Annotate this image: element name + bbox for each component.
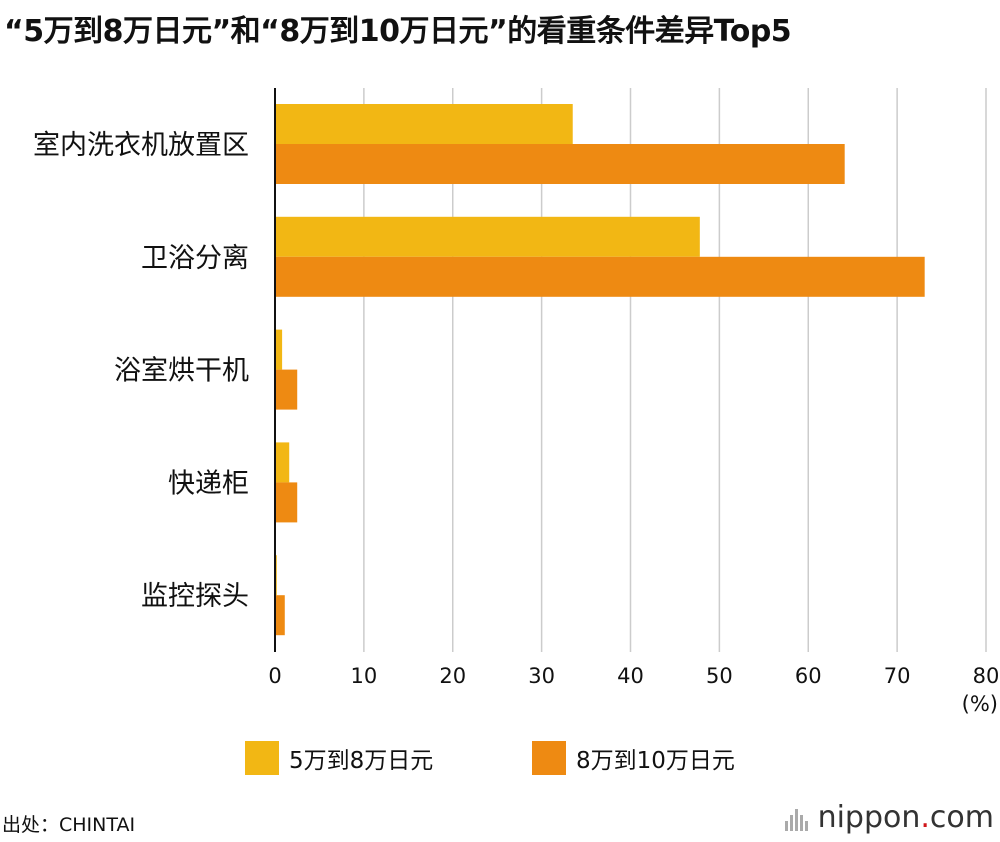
legend-swatch-series-1	[245, 741, 279, 775]
logo-name: nippon	[817, 800, 921, 835]
logo-suffix: com	[929, 800, 994, 835]
legend-swatch-series-2	[532, 741, 566, 775]
tick-labels: 0 10 20 30 40 50 60 70 80 (%)	[268, 664, 999, 716]
tick-label-80: 80	[973, 664, 1000, 688]
chart-title: “5万到8万日元”和“8万到10万日元”的看重条件差异Top5	[4, 14, 792, 49]
category-label-2: 卫浴分离	[141, 243, 249, 274]
legend-label-series-2: 8万到10万日元	[576, 748, 735, 774]
bar-1-3	[275, 329, 283, 370]
logo-bars-icon	[784, 805, 810, 831]
bar-2-5	[275, 595, 285, 636]
bar-2-4	[275, 482, 298, 523]
tick-label-50: 50	[706, 664, 733, 688]
tick-label-30: 30	[528, 664, 555, 688]
bar-1-4	[275, 442, 290, 483]
bar-1-2	[275, 216, 700, 257]
tick-label-10: 10	[351, 664, 378, 688]
bar-1-1	[275, 104, 573, 144]
category-label-3: 浴室烘干机	[114, 356, 249, 387]
tick-label-20: 20	[439, 664, 466, 688]
source-note: 出处：CHINTAI	[2, 814, 136, 836]
nippon-logo[interactable]: nippon. com	[784, 800, 994, 835]
legend-item-series-2: 8万到10万日元	[532, 741, 735, 775]
tick-label-0: 0	[268, 664, 281, 688]
bar-2-3	[275, 369, 298, 410]
tick-label-40: 40	[617, 664, 644, 688]
logo-dot: .	[920, 800, 930, 835]
bar-2-2	[275, 256, 925, 297]
legend: 5万到8万日元 8万到10万日元	[0, 741, 1000, 777]
category-label-5: 监控探头	[141, 581, 249, 612]
tick-label-70: 70	[884, 664, 911, 688]
tick-label-60: 60	[795, 664, 822, 688]
axis-unit-label: (%)	[962, 692, 998, 716]
category-label-4: 快递柜	[168, 468, 249, 499]
category-label-1: 室内洗衣机放置区	[33, 130, 249, 161]
legend-item-series-1: 5万到8万日元	[245, 741, 433, 775]
bar-2-1	[275, 144, 845, 184]
legend-label-series-1: 5万到8万日元	[289, 748, 434, 774]
bars	[275, 104, 925, 636]
